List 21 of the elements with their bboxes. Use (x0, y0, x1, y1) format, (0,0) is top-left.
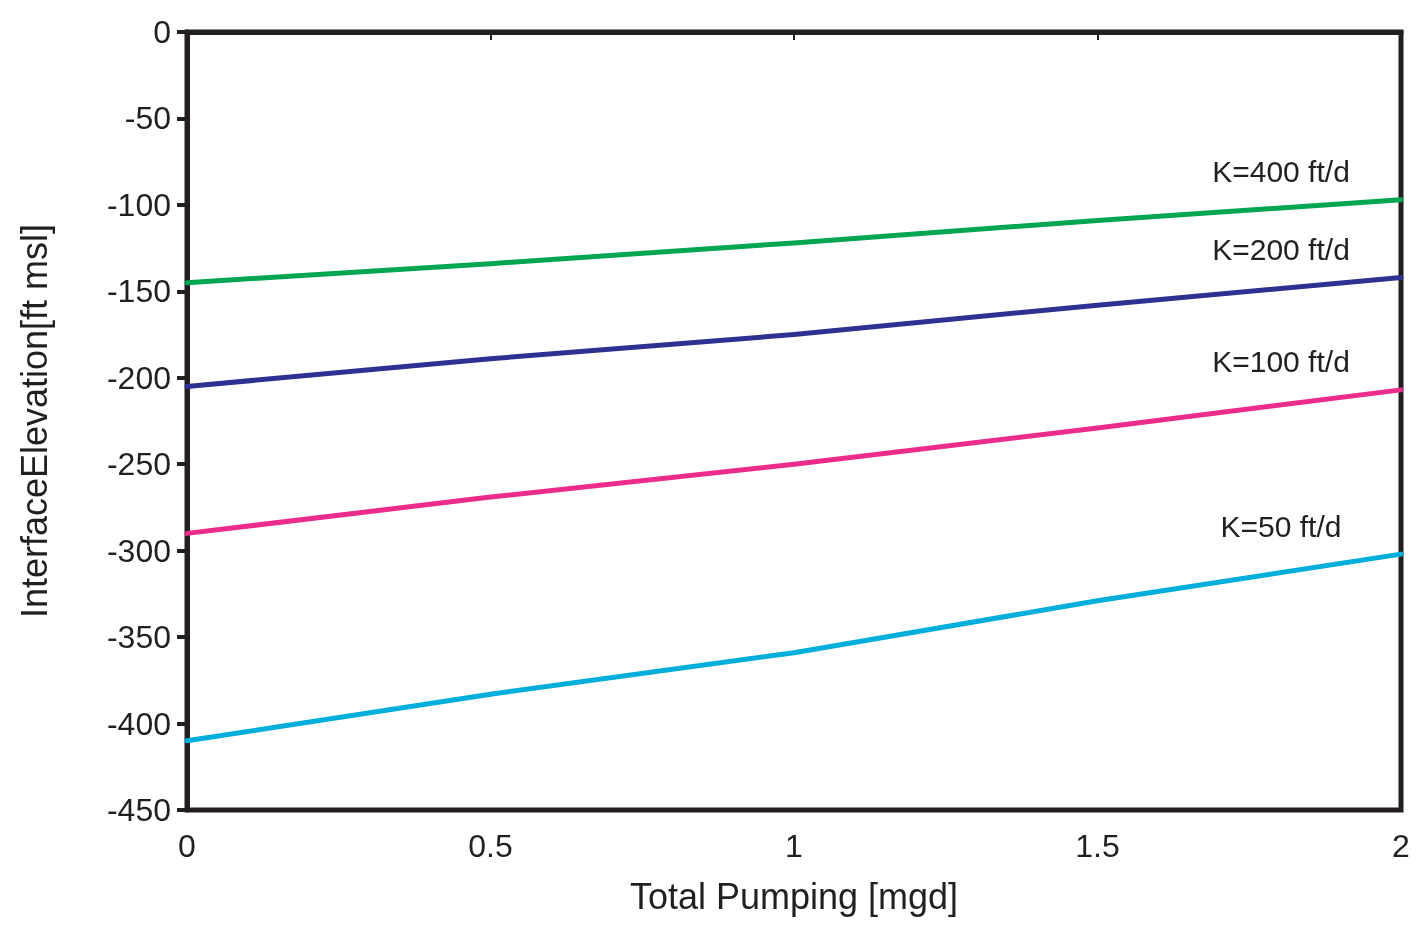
y-tick-label: -100 (106, 186, 171, 223)
y-tick-label: -50 (124, 100, 171, 137)
y-tick-label: -150 (106, 273, 171, 310)
x-tick-label: 0 (178, 828, 196, 864)
x-axis-title: Total Pumping [mgd] (629, 875, 959, 917)
y-tick-label: -200 (106, 359, 171, 396)
y-tick-label: -400 (106, 705, 171, 742)
series-label: K=50 ft/d (1220, 509, 1342, 543)
x-tick-label: 1.5 (1075, 828, 1120, 864)
y-tick-label: -350 (106, 619, 171, 656)
y-axis-title: InterfaceElevation[ft msl] (13, 223, 55, 619)
y-tick-label: -450 (106, 792, 171, 828)
series-label: K=200 ft/d (1212, 233, 1350, 266)
x-tick-label: 1 (785, 828, 803, 864)
y-tick-label: -300 (106, 532, 171, 569)
x-tick-label: 2 (1392, 828, 1410, 864)
y-tick-label: -250 (106, 446, 171, 483)
series-label: K=400 ft/d (1212, 155, 1350, 189)
y-tick-label: 0 (153, 14, 171, 50)
series-label: K=100 ft/d (1212, 345, 1350, 379)
x-tick-label: 0.5 (468, 828, 513, 864)
